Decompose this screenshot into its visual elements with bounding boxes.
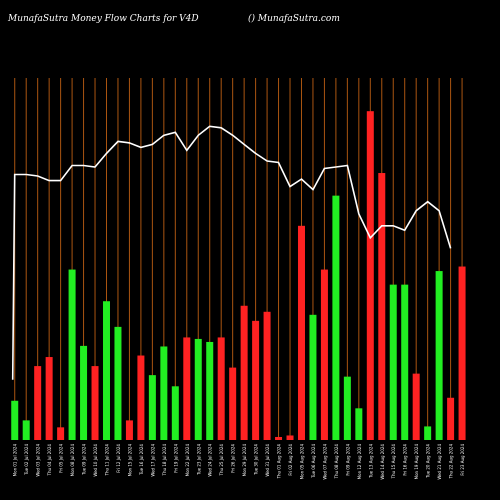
date-tick-label: Mon 15 Jul 2024 xyxy=(127,444,132,477)
flow-bar-down xyxy=(91,366,99,440)
date-tick-label: Wed 10 Jul 2024 xyxy=(93,444,98,477)
date-tick-label: Thu 15 Aug 2024 xyxy=(391,444,396,480)
date-tick-label: Wed 21 Aug 2024 xyxy=(437,444,442,480)
date-tick-label: Fri 12 Jul 2024 xyxy=(116,444,121,473)
date-tick-label: Tue 13 Aug 2024 xyxy=(368,444,373,479)
date-tick-label: Thu 22 Aug 2024 xyxy=(449,444,454,480)
date-tick-label: Thu 25 Jul 2024 xyxy=(219,444,224,477)
date-tick-label: Thu 08 Aug 2024 xyxy=(334,444,339,480)
bar-series xyxy=(11,111,466,440)
flow-bar-up xyxy=(171,386,179,440)
flow-bar-down xyxy=(447,397,455,440)
flow-bar-down xyxy=(229,367,237,440)
date-tick-label: Mon 01 Jul 2024 xyxy=(13,444,18,477)
flow-bar-up xyxy=(389,284,397,440)
money-flow-line xyxy=(11,125,452,380)
flow-bar-down xyxy=(320,269,328,440)
date-tick-label: Mon 05 Aug 2024 xyxy=(299,444,304,480)
flow-bar-up xyxy=(68,269,76,440)
flow-bar-down xyxy=(275,436,283,440)
flow-bar-down xyxy=(240,305,248,440)
date-tick-label: Wed 14 Aug 2024 xyxy=(380,444,385,480)
date-tick-label: Thu 04 Jul 2024 xyxy=(47,444,52,477)
flow-bar-down xyxy=(297,225,305,440)
flow-bar-up xyxy=(22,420,30,440)
date-tick-label: Tue 20 Aug 2024 xyxy=(426,444,431,479)
date-tick-label: Wed 31 Jul 2024 xyxy=(265,444,270,477)
chart-title: MunafaSutra Money Flow Charts for V4D xyxy=(8,14,199,24)
date-tick-label: Tue 09 Jul 2024 xyxy=(82,444,87,476)
flow-bar-down xyxy=(57,427,65,440)
date-tick-label: Fri 16 Aug 2024 xyxy=(403,444,408,476)
flow-bar-down xyxy=(217,337,225,440)
date-tick-label: Wed 17 Jul 2024 xyxy=(150,444,155,477)
date-tick-label: Tue 06 Aug 2024 xyxy=(311,444,316,479)
date-tick-label: Mon 12 Aug 2024 xyxy=(357,444,362,480)
date-tick-label: Mon 22 Jul 2024 xyxy=(185,444,190,477)
flow-bar-down xyxy=(366,111,374,440)
flow-bar-down xyxy=(263,311,271,440)
date-tick-label: Fri 19 Jul 2024 xyxy=(173,444,178,473)
date-tick-label: Thu 18 Jul 2024 xyxy=(162,444,167,477)
date-tick-label: Thu 01 Aug 2024 xyxy=(277,444,282,480)
date-tick-label: Wed 24 Jul 2024 xyxy=(208,444,213,477)
date-tick-label: Fri 02 Aug 2024 xyxy=(288,444,293,476)
flow-bar-up xyxy=(332,195,340,440)
flow-bar-down xyxy=(458,266,466,440)
flow-bar-up xyxy=(102,301,110,440)
flow-bar-down xyxy=(378,173,386,440)
flow-bar-up xyxy=(11,400,19,440)
flow-bar-down xyxy=(137,355,145,440)
flow-bar-up xyxy=(194,338,202,440)
money-flow-line-layer xyxy=(11,125,452,380)
date-tick-label: Mon 08 Jul 2024 xyxy=(70,444,75,477)
date-labels: Mon 01 Jul 2024 Tue 02 Jul 2024 Wed 03 Jul… xyxy=(13,444,465,480)
brand-watermark: () MunafaSutra.com xyxy=(248,14,340,24)
flow-bar-down xyxy=(45,357,53,440)
date-tick-label: Fri 09 Aug 2024 xyxy=(345,444,350,476)
flow-bar-down xyxy=(412,373,420,440)
date-tick-label: Fri 05 Jul 2024 xyxy=(59,444,64,473)
flow-bar-up xyxy=(424,426,432,440)
date-tick-label: Wed 03 Jul 2024 xyxy=(36,444,41,477)
flow-bar-up xyxy=(160,346,168,440)
flow-bar-up xyxy=(343,376,351,440)
date-tick-label: Mon 29 Jul 2024 xyxy=(242,444,247,477)
flow-bar-up xyxy=(309,314,317,440)
flow-bar-up xyxy=(80,345,88,440)
flow-bar-down xyxy=(125,420,133,440)
date-tick-label: Tue 16 Jul 2024 xyxy=(139,444,144,476)
date-tick-label: Fri 26 Jul 2024 xyxy=(231,444,236,473)
flow-bar-up xyxy=(206,341,214,440)
flow-bar-up xyxy=(148,375,156,440)
flow-bar-up xyxy=(401,284,409,440)
date-tick-label: Tue 30 Jul 2024 xyxy=(254,444,259,476)
date-tick-label: Tue 02 Jul 2024 xyxy=(24,444,29,476)
date-tick-label: Tue 23 Jul 2024 xyxy=(196,444,201,476)
flow-bar-down xyxy=(183,337,191,440)
flow-bar-up xyxy=(435,271,443,440)
date-tick-label: Fri 23 Aug 2024 xyxy=(460,444,465,476)
flow-bar-up xyxy=(114,326,122,440)
date-tick-label: Mon 19 Aug 2024 xyxy=(414,444,419,480)
flow-bar-down xyxy=(286,435,294,440)
date-tick-label: Thu 11 Jul 2024 xyxy=(104,444,109,477)
flow-bar-down xyxy=(34,366,42,440)
flow-bar-down xyxy=(252,320,260,440)
date-tick-label: Wed 07 Aug 2024 xyxy=(322,444,327,480)
flow-bar-up xyxy=(355,408,363,440)
